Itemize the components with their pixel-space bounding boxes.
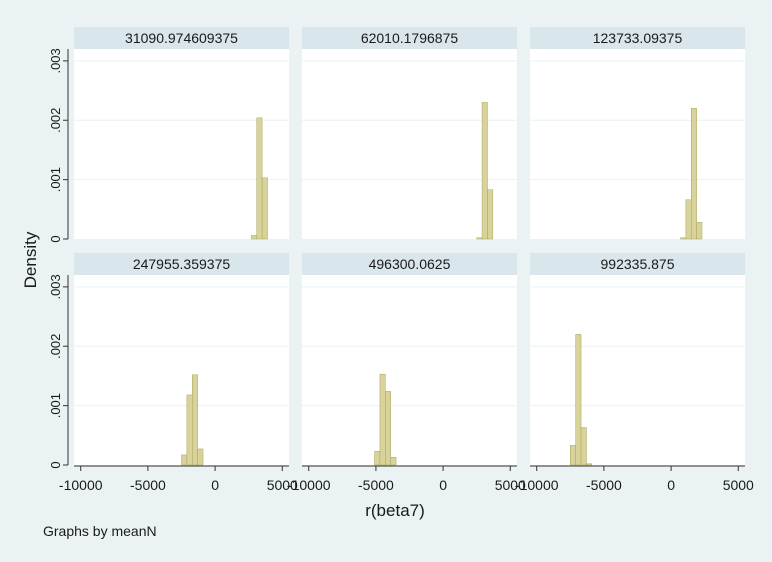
x-tick-label: 0 [667, 477, 675, 493]
y-axis-label: Density [21, 231, 40, 288]
panel-title-strip [74, 253, 289, 275]
histogram-bar [186, 394, 193, 466]
panels-group: 31090.974609375 0 .001 .002 .003 62010.179687… [48, 27, 754, 493]
x-tick-label: -10000 [515, 477, 559, 493]
panel-plot-area [530, 275, 745, 465]
histogram-bar [685, 199, 692, 240]
panel-title-strip [530, 253, 745, 275]
x-tick-label: -5000 [358, 477, 394, 493]
graphs-by-note: Graphs by meanN [43, 523, 157, 539]
y-tick-label: .003 [48, 274, 63, 299]
histogram-bar [251, 235, 257, 240]
histogram-bar [580, 427, 587, 466]
x-axis-label: r(beta7) [365, 501, 425, 520]
panel-title: 62010.1796875 [361, 30, 459, 46]
histogram-bar [586, 463, 593, 466]
histogram-bar [379, 373, 386, 466]
histogram-bar [691, 108, 697, 240]
histogram-bar [256, 117, 263, 240]
x-tick-label: 5000 [495, 477, 526, 493]
panel-title-strip [302, 27, 517, 49]
panel-plot-area [530, 49, 745, 239]
y-tick-label: .001 [48, 393, 63, 418]
y-tick-label: .002 [48, 108, 63, 133]
panel-title-strip [302, 253, 517, 275]
histogram-bar [487, 189, 494, 240]
histogram-bar [696, 222, 703, 240]
panel-title: 31090.974609375 [125, 30, 238, 46]
histogram-bar [680, 237, 687, 240]
y-tick-label: .002 [48, 334, 63, 359]
x-tick-label: -5000 [586, 477, 622, 493]
panel-plot-area [74, 49, 289, 239]
y-tick-label: 0 [48, 235, 63, 242]
x-tick-label: 0 [211, 477, 219, 493]
x-tick-label: 5000 [723, 477, 754, 493]
panel-plot-area [74, 275, 289, 465]
panel-title: 123733.09375 [593, 30, 683, 46]
y-tick-label: .001 [48, 167, 63, 192]
histogram-bar [197, 448, 204, 466]
panel-title-strip [74, 27, 289, 49]
x-tick-label: -10000 [59, 477, 103, 493]
x-tick-label: 5000 [267, 477, 298, 493]
panel-title-strip [530, 27, 745, 49]
histogram-bar [390, 457, 397, 466]
histogram-bar [374, 451, 381, 466]
histogram-bar [575, 334, 582, 466]
histogram-bar [476, 237, 483, 240]
x-tick-label: -10000 [287, 477, 331, 493]
histogram-bar [181, 454, 188, 466]
panel-plot-area [302, 49, 517, 239]
x-tick-label: 0 [439, 477, 447, 493]
panel-title: 247955.359375 [133, 256, 231, 272]
histogram-bar [261, 177, 268, 240]
histogram-bar [570, 445, 576, 466]
panel-plot-area [302, 275, 517, 465]
histogram-bar [192, 374, 198, 466]
histogram-bar [385, 391, 391, 466]
panel-title: 496300.0625 [369, 256, 451, 272]
panel-title: 992335.875 [601, 256, 675, 272]
x-tick-label: -5000 [130, 477, 166, 493]
histogram-bar [481, 102, 488, 240]
y-tick-label: 0 [48, 461, 63, 468]
y-tick-label: .003 [48, 48, 63, 73]
